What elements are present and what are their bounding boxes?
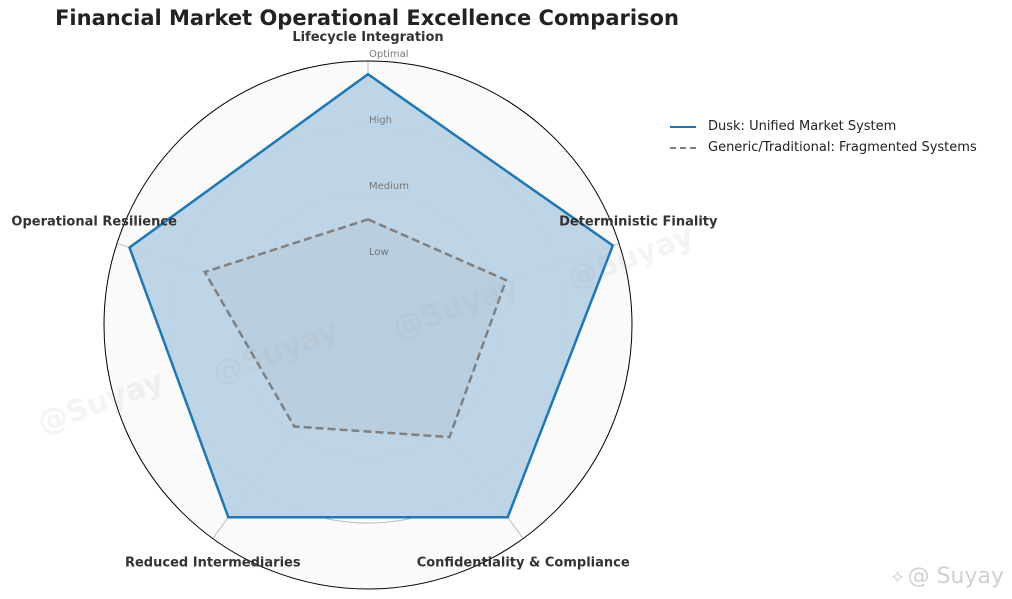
series-area-dusk — [129, 74, 613, 518]
brand-watermark-text: @ Suyay — [907, 564, 1004, 589]
logo-icon: ⟡ — [891, 566, 904, 587]
level-label: Medium — [369, 181, 409, 192]
legend-swatch-dusk — [670, 125, 696, 128]
legend-swatch-generic — [670, 146, 696, 149]
axis-label: Operational Resilience — [11, 214, 177, 229]
level-label: Low — [369, 247, 389, 258]
series-line-generic — [202, 218, 508, 439]
series-line-dusk — [128, 72, 615, 519]
legend-item-generic: Generic/Traditional: Fragmented Systems — [670, 137, 977, 158]
outer-frame — [103, 60, 633, 590]
chart-title: Financial Market Operational Excellence … — [55, 6, 679, 30]
chart-legend: Dusk: Unified Market System Generic/Trad… — [670, 116, 977, 158]
radar-chart: Low Medium High Optimal Lifecycle Integratio… — [11, 30, 718, 590]
level-label: Optimal — [369, 49, 409, 60]
legend-item-dusk: Dusk: Unified Market System — [670, 116, 977, 137]
legend-label-generic: Generic/Traditional: Fragmented Systems — [708, 140, 977, 155]
axis-label: Deterministic Finality — [559, 214, 718, 229]
brand-watermark: ⟡ @ Suyay — [892, 564, 1004, 589]
axis-label: Confidentiality & Compliance — [417, 556, 630, 571]
level-label: High — [369, 115, 392, 126]
series-area-generic — [204, 219, 507, 438]
axis-label: Lifecycle Integration — [292, 30, 443, 45]
axis-label: Reduced Intermediaries — [125, 556, 301, 571]
legend-label-dusk: Dusk: Unified Market System — [708, 119, 897, 134]
